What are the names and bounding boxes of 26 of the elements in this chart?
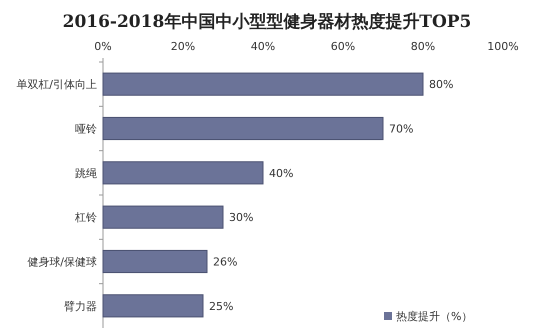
bar — [102, 161, 264, 184]
y-tick-label: 臂力器 — [64, 300, 97, 313]
data-label: 70% — [389, 122, 414, 136]
x-tick-label: 20% — [170, 40, 196, 53]
data-label: 40% — [269, 166, 294, 180]
x-tick-label: 100% — [487, 40, 519, 53]
y-tick-label: 杠铃 — [74, 211, 97, 224]
data-label: 26% — [213, 256, 238, 268]
data-label: 25% — [209, 300, 234, 313]
y-tick-label: 健身球/保健球 — [27, 256, 97, 268]
bar — [102, 116, 384, 140]
y-tick-label: 单双杠/引体向上 — [16, 78, 97, 92]
legend-label: 热度提升（%） — [396, 310, 472, 323]
bar — [102, 206, 224, 229]
bar — [102, 250, 208, 274]
x-tick-label: 0% — [94, 40, 112, 53]
data-label: 30% — [229, 211, 254, 224]
x-tick-label: 40% — [250, 40, 276, 53]
data-label: 80% — [429, 78, 454, 92]
x-tick-label: 80% — [410, 40, 436, 53]
y-tick-label: 跳绳 — [75, 166, 97, 180]
y-tick-label: 哑铃 — [75, 122, 97, 136]
chart-title: 2016-2018年中国中小型型健身器材热度提升TOP5 — [62, 12, 472, 32]
bar — [102, 294, 204, 318]
x-tick-label: 60% — [330, 40, 356, 53]
bar — [102, 72, 424, 96]
